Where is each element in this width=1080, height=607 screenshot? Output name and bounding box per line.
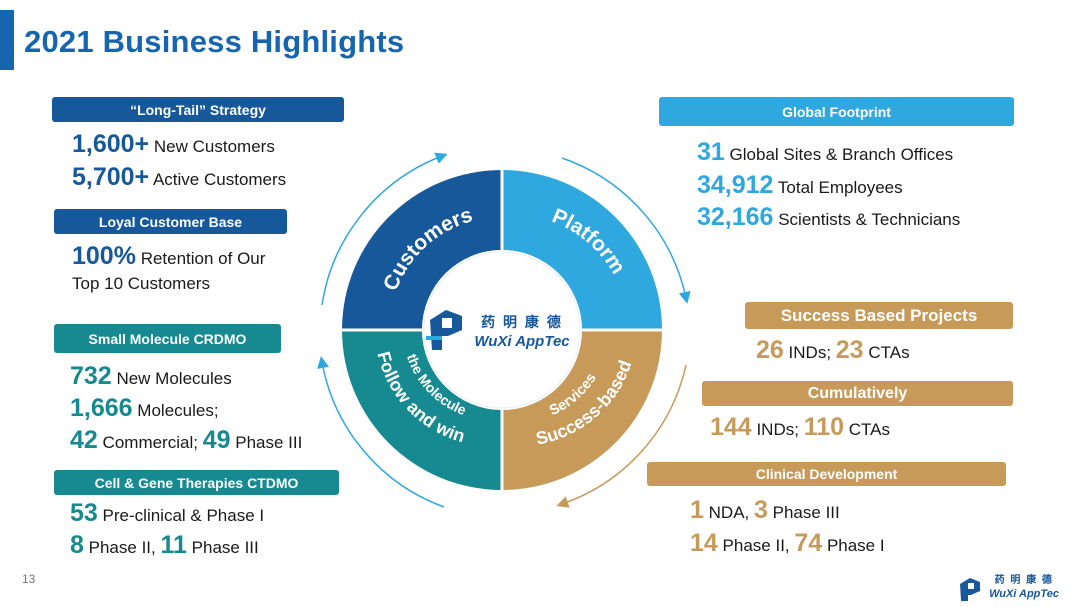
long-tail-strategy-label: “Long-Tail” Strategy (52, 97, 344, 122)
new-molecules-text: New Molecules (116, 369, 232, 388)
success-inds-text: INDs; (788, 343, 832, 362)
page-title: 2021 Business Highlights (24, 24, 405, 59)
success-inds-number: 26 (756, 336, 784, 364)
retention-line: 100% Retention of Our (72, 242, 265, 271)
cumulative-inds-number: 144 (710, 413, 752, 441)
wuxi-logo-footer: 药 明 康 德 WuXi AppTec (960, 573, 1059, 601)
small-molecule-crdmo-label: Small Molecule CRDMO (54, 324, 281, 353)
quadrant-platform (502, 170, 662, 330)
commercial-number: 42 (70, 426, 98, 454)
success-ctas-text: CTAs (868, 343, 910, 362)
active-customers-line: 5,700+ Active Customers (72, 163, 286, 192)
clinical-phase-line: 14 Phase II, 74 Phase I (690, 529, 885, 558)
footer-logo-chinese: 药 明 康 德 (995, 573, 1054, 586)
sm-phase3-text: Phase III (235, 433, 303, 452)
wheel-center (422, 250, 582, 410)
employees-number: 34,912 (697, 171, 774, 199)
cgt-ctdmo-label: Cell & Gene Therapies CTDMO (54, 470, 339, 495)
new-molecules-line: 732 New Molecules (70, 362, 232, 391)
molecules-text: Molecules; (137, 401, 219, 420)
footer-logo-english: WuXi AppTec (989, 588, 1059, 600)
success-ctas-number: 23 (835, 336, 864, 364)
arrow-bottom-left (317, 356, 445, 508)
nda-text: NDA, (708, 503, 750, 522)
cgt-phase3-number: 11 (160, 531, 187, 559)
employees-line: 34,912 Total Employees (697, 171, 903, 200)
active-customers-number: 5,700+ (72, 163, 150, 191)
nda-number: 1 (690, 496, 704, 524)
arrow-top-right (561, 157, 691, 304)
clinical-phase1-number: 74 (794, 529, 823, 557)
cgt-phase2-number: 8 (70, 531, 84, 559)
arrow-bottom-right (556, 364, 687, 508)
global-footprint-label: Global Footprint (659, 97, 1014, 126)
clinical-phase1-text: Phase I (826, 536, 885, 555)
sm-phase3-number: 49 (202, 426, 231, 454)
molecules-line: 1,666 Molecules; (70, 394, 219, 423)
molecules-number: 1,666 (70, 394, 133, 422)
business-wheel: Customers Platform Follow and win the Mo… (317, 152, 691, 508)
clinical-phase2-text: Phase II, (722, 536, 790, 555)
active-customers-text: Active Customers (152, 170, 287, 189)
retention-number: 100% (72, 242, 136, 270)
cumulative-ctas-text: CTAs (848, 420, 891, 439)
scientists-number: 32,166 (697, 203, 774, 231)
cumulative-inds-text: INDs; (756, 420, 799, 439)
commercial-text: Commercial; (102, 433, 198, 452)
top10-text: Top 10 Customers (72, 274, 210, 293)
logo-english-text: WuXi AppTec (474, 333, 570, 350)
quadrant-follow (342, 330, 502, 490)
preclinical-line: 53 Pre-clinical & Phase I (70, 499, 264, 528)
clinical-development-label: Clinical Development (647, 462, 1006, 486)
arrow-top-left (321, 152, 448, 306)
scientists-line: 32,166 Scientists & Technicians (697, 203, 960, 232)
page-number: 13 (22, 572, 36, 586)
cumulatively-label: Cumulatively (702, 381, 1013, 406)
global-sites-line: 31 Global Sites & Branch Offices (697, 138, 953, 167)
clinical-nda-line: 1 NDA, 3 Phase III (690, 496, 840, 525)
success-projects-line: 26 INDs; 23 CTAs (756, 336, 910, 365)
new-customers-text: New Customers (153, 137, 275, 156)
preclinical-text: Pre-clinical & Phase I (102, 506, 265, 525)
clinical-phase2-number: 14 (690, 529, 718, 557)
logo-chinese-text: 药 明 康 德 (481, 314, 563, 330)
cumulative-ctas-number: 110 (803, 413, 845, 441)
new-customers-line: 1,600+ New Customers (72, 130, 275, 159)
cgt-phase3-text: Phase III (191, 538, 259, 557)
global-sites-number: 31 (697, 138, 725, 166)
loyal-customer-base-label: Loyal Customer Base (54, 209, 287, 234)
preclinical-number: 53 (70, 499, 98, 527)
commercial-phase3-line: 42 Commercial; 49 Phase III (70, 426, 302, 455)
clinical-phase3-number: 3 (754, 496, 768, 524)
cgt-phase-line: 8 Phase II, 11 Phase III (70, 531, 259, 560)
cgt-phase2-text: Phase II, (88, 538, 156, 557)
quadrant-success (502, 330, 662, 490)
employees-text: Total Employees (777, 178, 903, 197)
title-accent-bar (0, 10, 14, 70)
new-molecules-number: 732 (70, 362, 112, 390)
wuxi-logo-center: 药 明 康 德 WuXi AppTec (426, 310, 570, 350)
cumulative-line: 144 INDs; 110 CTAs (710, 413, 890, 442)
retention-text: Retention of Our (140, 249, 266, 268)
scientists-text: Scientists & Technicians (778, 210, 961, 229)
global-sites-text: Global Sites & Branch Offices (729, 145, 954, 164)
new-customers-number: 1,600+ (72, 130, 150, 158)
quadrant-customers (342, 170, 502, 330)
success-based-projects-label: Success Based Projects (745, 302, 1013, 329)
clinical-phase3-text: Phase III (772, 503, 840, 522)
